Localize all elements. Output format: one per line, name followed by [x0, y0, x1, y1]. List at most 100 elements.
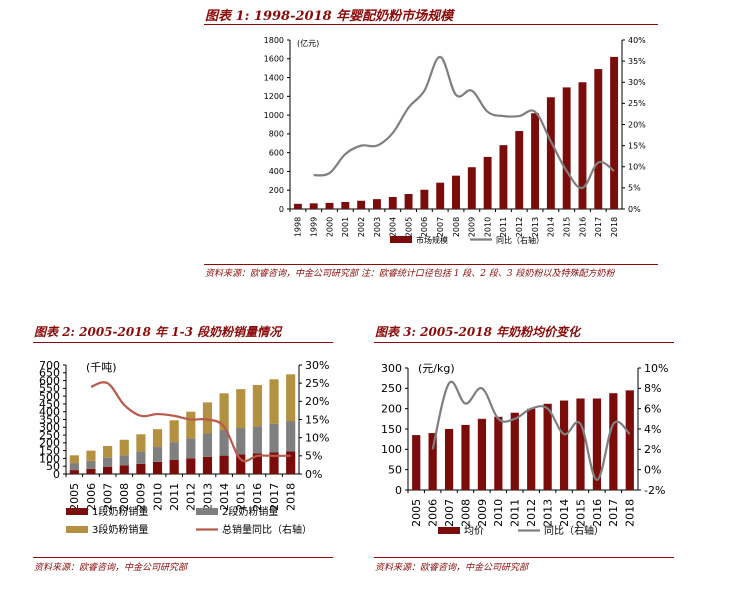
c3-y-tick-label-left: 0 [395, 484, 402, 497]
c2-unit-label: (千吨) [86, 361, 117, 374]
c2-y-tick-label-left: 150 [39, 444, 60, 457]
c3-y-tick-label-left: 300 [381, 362, 402, 375]
c2-bar-3 [202, 402, 213, 434]
c2-legend-label-3: 3段奶粉销量 [92, 523, 148, 536]
c3-bar-1 [510, 412, 519, 490]
c1-y-tick-label-left: 800 [269, 130, 284, 139]
c2-x-tick-label: 2011 [168, 483, 181, 511]
c2-bar-2 [86, 460, 96, 469]
c3-bar-1 [412, 435, 421, 490]
c3-x-tick-label: 2018 [624, 499, 637, 527]
c2-bar-3 [169, 420, 179, 443]
c3-bar-1 [559, 400, 569, 490]
c2-y-tick-label-right: 25% [305, 377, 329, 390]
c3-x-tick-label: 2017 [607, 499, 620, 527]
c2-bar-1 [202, 456, 213, 474]
c2-bar-1 [186, 458, 196, 474]
c2-bar-1 [269, 452, 279, 474]
c1-x-tick-label: 2003 [373, 217, 382, 237]
c1-x-tick-label: 2010 [483, 217, 492, 237]
c2-y-tick-label-left: 650 [39, 367, 60, 380]
c2-bar-3 [286, 374, 296, 422]
c1-x-tick-label: 2014 [547, 217, 556, 237]
c3-x-tick-label: 2006 [426, 499, 439, 527]
c1-bar-1 [531, 113, 539, 209]
c2-bar-3 [103, 445, 113, 458]
c2-x-tick-label: 2013 [201, 483, 214, 511]
c3-x-tick-label: 2005 [410, 499, 423, 527]
c2-y-tick-label-left: 100 [39, 452, 60, 465]
c3-bar-1 [576, 398, 585, 490]
c3-yoy-line [431, 380, 631, 481]
c1-bar-1 [452, 175, 460, 209]
c2-bar-3 [119, 439, 129, 456]
c2-y-tick-label-left: 450 [39, 398, 60, 411]
chart-3-source: 资料来源：欧睿咨询，中金公司研究部 [375, 563, 529, 573]
c1-y-tick-label-right: 30% [628, 78, 646, 87]
c2-bar-3 [69, 455, 79, 464]
c3-bar-1 [527, 408, 536, 490]
c2-yoy-line [90, 381, 291, 463]
chart-1-source-rule [204, 264, 658, 265]
c2-bar-1 [119, 465, 129, 474]
c2-x-tick-label: 2005 [68, 483, 81, 511]
c2-y-tick-label-right: 30% [305, 359, 329, 372]
c1-bar-1 [594, 69, 603, 209]
c1-x-tick-label: 2018 [610, 217, 619, 237]
c2-legend-swatch-1 [66, 508, 88, 515]
c1-bar-1 [373, 199, 381, 209]
c2-bar-3 [136, 434, 146, 452]
c2-x-tick-label: 2012 [185, 483, 198, 511]
c1-y-tick-label-right: 5% [628, 184, 641, 193]
c1-bar-1 [483, 156, 492, 209]
c1-bar-1 [578, 82, 587, 209]
c1-bar-1 [499, 145, 508, 209]
c1-y-tick-label-right: 35% [628, 57, 646, 66]
c2-x-tick-label: 2016 [251, 483, 264, 511]
c1-bar-1 [388, 196, 397, 209]
c3-bar-1 [609, 393, 618, 490]
c2-y-tick-label-right: 5% [305, 450, 322, 463]
c1-y-tick-label-right: 15% [628, 141, 646, 150]
c1-bar-1 [515, 131, 524, 209]
c2-bar-3 [152, 429, 163, 448]
c1-bar-1 [404, 193, 413, 209]
c3-legend-label-2: 同比（右轴） [544, 524, 604, 537]
c3-y-tick-label-left: 250 [381, 382, 402, 395]
c2-x-tick-label: 2015 [235, 483, 248, 511]
c1-y-tick-label-left: 1600 [264, 55, 284, 64]
c3-legend-label-1: 均价 [464, 525, 484, 537]
chart-1-source: 资料来源：欧睿咨询，中金公司研究部 注：欧睿统计口径包括 1 段、2 段、3 段… [205, 269, 615, 279]
c3-y-tick-label-right: 6% [644, 403, 661, 416]
c2-legend-label-4: 总销量同比（右轴） [222, 523, 312, 536]
c2-y-tick-label-left: 50 [46, 460, 60, 473]
c2-y-tick-label-left: 700 [39, 359, 60, 372]
c2-bar-1 [152, 461, 163, 474]
c3-y-tick-label-right: -2% [644, 484, 665, 497]
c2-bar-2 [152, 447, 163, 462]
c2-bar-1 [86, 468, 96, 474]
c3-x-tick-label: 2012 [525, 499, 538, 527]
c3-x-tick-label: 2007 [443, 499, 456, 527]
c2-x-tick-label: 2010 [151, 483, 164, 511]
c3-x-tick-label: 2009 [476, 499, 489, 527]
c2-bar-2 [236, 428, 246, 455]
c2-y-tick-label-left: 200 [39, 437, 60, 450]
c2-bar-2 [186, 438, 196, 459]
c2-bar-2 [119, 455, 129, 466]
c1-bar-1 [610, 56, 619, 210]
c3-bar-1 [494, 416, 503, 490]
c1-y-tick-label-left: 1000 [264, 111, 284, 120]
chart-1-title-rule [204, 24, 658, 25]
c1-bar-1 [357, 200, 366, 209]
c3-x-tick-label: 2016 [591, 499, 604, 527]
c1-x-tick-label: 2009 [468, 217, 477, 237]
chart-3-source-rule [374, 557, 674, 558]
c2-x-tick-label: 2006 [85, 483, 98, 511]
c2-legend-swatch-3 [66, 526, 88, 533]
c1-x-tick-label: 2007 [436, 217, 445, 237]
c3-unit-label: (元/kg) [418, 362, 455, 375]
c3-y-tick-label-left: 200 [381, 403, 402, 416]
c2-y-tick-label-left: 600 [39, 374, 60, 387]
c1-bar-1 [309, 203, 318, 209]
